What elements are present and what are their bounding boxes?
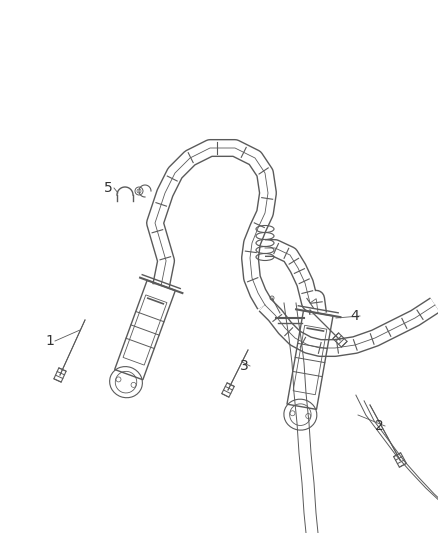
Text: 4: 4 [350,309,359,323]
Text: 2: 2 [375,419,384,433]
Text: 1: 1 [45,334,54,348]
Text: 5: 5 [104,181,113,195]
Text: 3: 3 [240,359,249,373]
